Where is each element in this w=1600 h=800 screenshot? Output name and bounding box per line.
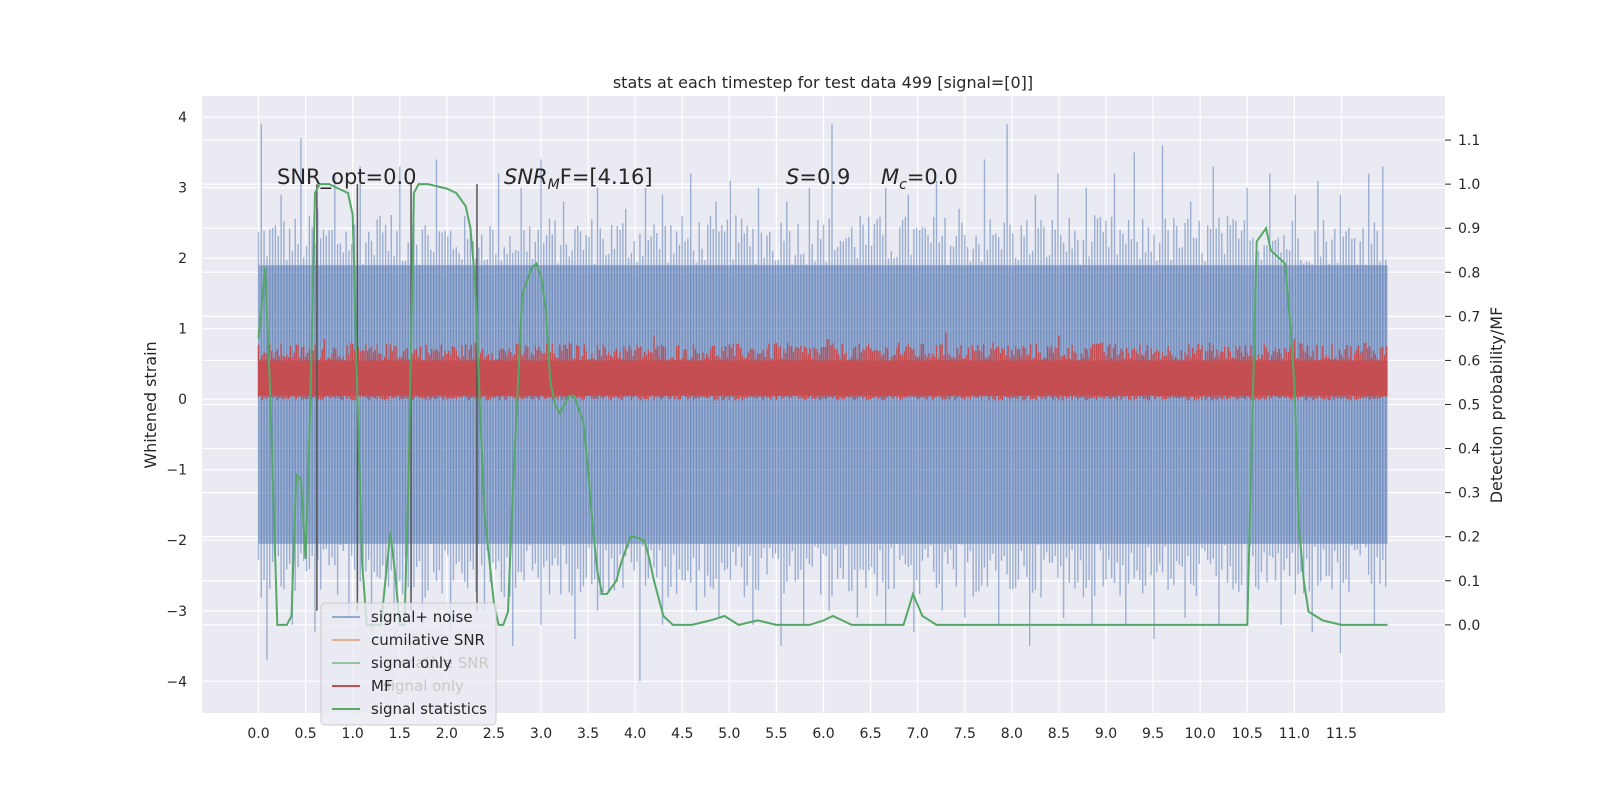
legend-label-3: MF (371, 677, 393, 695)
signal-noise-series (257, 124, 1388, 682)
x-tick-label: 9.0 (1095, 726, 1117, 742)
annotation-snr-mf: SNRMF=[4.16] (504, 165, 653, 193)
legend-label-4: signal statistics (371, 700, 487, 718)
legend-ghost-1: mative SNR (401, 654, 489, 672)
x-tick-label: 0.0 (247, 726, 269, 742)
annotation-mc: Mc=0.0 (881, 165, 958, 193)
x-tick-label: 11.5 (1326, 726, 1357, 742)
x-tick-label: 3.0 (530, 726, 552, 742)
y-right-tick-label: 0.4 (1458, 442, 1480, 458)
mf-series (257, 332, 1388, 401)
signal-statistics-line (257, 183, 1388, 626)
MF-spikes (257, 332, 1388, 401)
annotation-snr-mf-rest: F=[4.16] (560, 165, 653, 189)
x-tick-label: 8.0 (1001, 726, 1023, 742)
x-tick-label: 5.0 (718, 726, 740, 742)
y-right-tick-label: 0.9 (1458, 221, 1480, 237)
y-axis-label-right: Detection probability/MF (1487, 307, 1506, 504)
y-right-tick-label: 1.1 (1458, 133, 1480, 149)
x-tick-label: 3.5 (577, 726, 599, 742)
y-right-tick-label: 0.3 (1458, 486, 1480, 502)
x-tick-label: 1.5 (389, 726, 411, 742)
chart-title: stats at each timestep for test data 499… (613, 73, 1033, 92)
signal-statistics-series (257, 183, 1388, 626)
x-tick-label: 10.5 (1232, 726, 1263, 742)
annotation-mc-main: M (881, 165, 899, 189)
x-tick-label: 11.0 (1279, 726, 1310, 742)
x-tick-label: 6.0 (812, 726, 834, 742)
y-right-tick-label: 0.5 (1458, 398, 1480, 414)
x-tick-label: 8.5 (1048, 726, 1070, 742)
legend: mative SNR signal only signal+ noise cum… (320, 602, 497, 726)
x-tick-label: 9.5 (1142, 726, 1164, 742)
x-tick-label: 5.5 (765, 726, 787, 742)
y-right-tick-labels: 1.1 1.0 0.9 0.8 0.7 0.6 0.5 0.4 0.3 0.2 0.1 0.0 (1445, 133, 1480, 634)
annotation-s-rest: =0.9 (799, 165, 850, 189)
x-tick-label: 7.0 (907, 726, 929, 742)
y-axis-label-left: Whitened strain (141, 341, 160, 468)
y-left-tick-label: 4 (178, 110, 187, 126)
annotation-s-main: S (786, 165, 799, 189)
y-right-tick-label: 0.8 (1458, 265, 1480, 281)
y-right-tick-label: 0.2 (1458, 530, 1480, 546)
legend-ghost-2: signal only (383, 677, 464, 695)
annotation-s: S=0.9 (786, 165, 850, 189)
y-right-tick-label: 0.0 (1458, 618, 1480, 634)
annotation-mc-sub: c (899, 177, 907, 193)
x-tick-labels: 0.0 0.5 1.0 1.5 2.0 2.5 3.0 3.5 4.0 4.5 5.0 5.5 6.0 6… (247, 726, 1357, 742)
x-tick-label: 2.0 (436, 726, 458, 742)
legend-label-0: signal+ noise (371, 608, 473, 626)
x-tick-label: 4.0 (624, 726, 646, 742)
y-right-tick-label: 1.0 (1458, 177, 1480, 193)
legend-box (320, 602, 497, 726)
y-left-tick-labels: 4 3 2 1 0 −1 −2 −3 −4 (166, 110, 187, 690)
y-right-tick-label: 0.1 (1458, 574, 1480, 590)
vertical-marker-lines (316, 184, 478, 611)
x-tick-label: 10.0 (1185, 726, 1216, 742)
annotation-snr-opt: SNR_opt=0.0 (277, 165, 417, 190)
x-tick-label: 2.5 (483, 726, 505, 742)
x-tick-label: 6.5 (859, 726, 881, 742)
legend-label-1: cumilative SNR (371, 631, 485, 649)
x-tick-label: 4.5 (671, 726, 693, 742)
x-tick-label: 1.0 (342, 726, 364, 742)
annotation-snr-mf-main: SNR (504, 165, 548, 189)
legend-label-2: signal only (371, 654, 452, 672)
x-tick-label: 7.5 (954, 726, 976, 742)
y-right-tick-label: 0.7 (1458, 309, 1480, 325)
y-left-tick-label: 0 (178, 392, 187, 408)
y-left-tick-label: 2 (178, 251, 187, 267)
y-left-tick-label: 1 (178, 322, 187, 338)
y-left-tick-label: 3 (178, 181, 187, 197)
x-tick-label: 0.5 (294, 726, 316, 742)
y-left-tick-label: −4 (166, 674, 187, 690)
y-left-tick-label: −3 (166, 604, 187, 620)
annotation-snr-mf-sub: M (548, 177, 560, 193)
annotation-mc-rest: =0.0 (907, 165, 958, 189)
y-left-tick-label: −1 (166, 463, 187, 479)
y-left-tick-label: −2 (166, 533, 187, 549)
y-right-tick-label: 0.6 (1458, 353, 1480, 369)
